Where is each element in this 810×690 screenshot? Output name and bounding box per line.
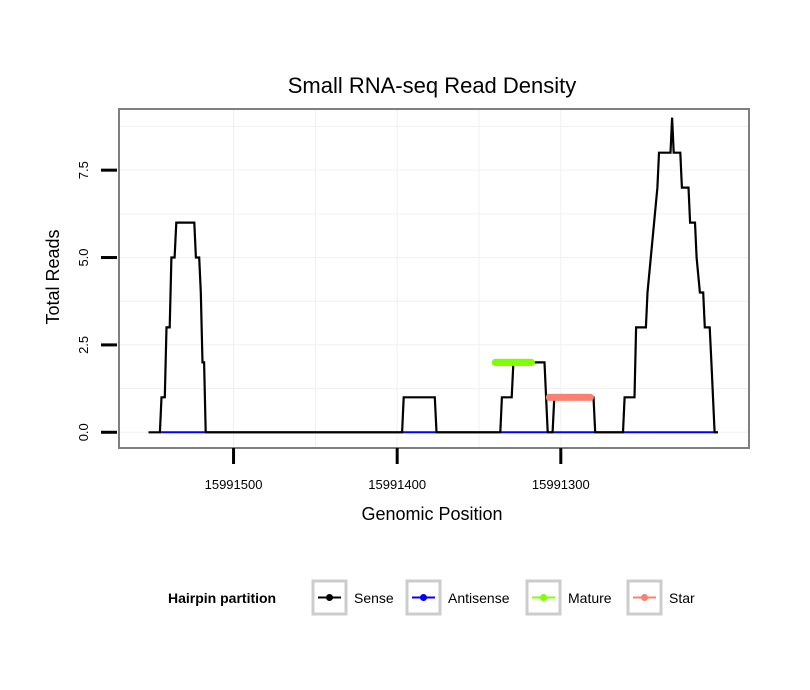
x-tick-label: 15991500 bbox=[205, 477, 263, 492]
series-layer bbox=[148, 117, 718, 434]
series-points-mature bbox=[491, 358, 535, 366]
legend-label: Star bbox=[669, 590, 695, 606]
legend-label: Sense bbox=[354, 590, 394, 606]
legend-item-antisense: Antisense bbox=[405, 579, 510, 616]
x-tick-label: 15991400 bbox=[368, 477, 426, 492]
legend-key-point bbox=[420, 594, 427, 601]
data-point bbox=[545, 393, 553, 401]
data-point bbox=[491, 358, 499, 366]
x-tick-label: 15991300 bbox=[532, 477, 590, 492]
y-tick-label: 5.0 bbox=[76, 248, 91, 266]
y-axis-title: Total Reads bbox=[43, 229, 63, 324]
chart-title: Small RNA-seq Read Density bbox=[288, 73, 577, 98]
legend-key-point bbox=[641, 594, 648, 601]
legend-label: Antisense bbox=[448, 590, 510, 606]
legend-label: Mature bbox=[568, 590, 612, 606]
legend-item-star: Star bbox=[626, 579, 695, 616]
legend-item-sense: Sense bbox=[311, 579, 394, 616]
axes: 15991500 15991400 15991300 0.0 2.5 5.0 7.5 bbox=[76, 161, 590, 492]
legend: Hairpin partition Sense Antisense Mature Sta… bbox=[168, 579, 695, 616]
x-axis-title: Genomic Position bbox=[361, 504, 502, 524]
legend-item-mature: Mature bbox=[525, 579, 612, 616]
y-tick-label: 0.0 bbox=[76, 423, 91, 441]
legend-title: Hairpin partition bbox=[168, 590, 276, 606]
legend-key-point bbox=[326, 594, 333, 601]
panel-border bbox=[118, 108, 750, 449]
legend-key-point bbox=[540, 594, 547, 601]
y-tick-label: 2.5 bbox=[76, 336, 91, 354]
series-points-star bbox=[545, 393, 594, 401]
y-tick-label: 7.5 bbox=[76, 161, 91, 179]
